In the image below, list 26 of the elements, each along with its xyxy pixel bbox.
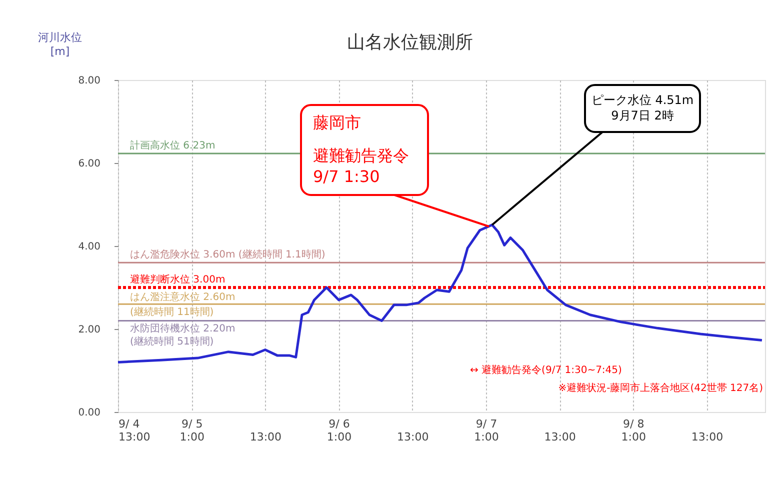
annotation: ※避難状況-藤岡市上落合地区(42世帯 127名)	[558, 382, 764, 394]
y-tick-label: 6.00	[78, 158, 100, 170]
x-tick-label: 9/ 4 13:00	[118, 418, 150, 444]
ref-line-label: 水防団待機水位 2.20m (継続時間 51時間)	[130, 322, 236, 348]
y-tick-label: 8.00	[78, 76, 100, 86]
ref-line-label: 計画高水位 6.23m	[130, 139, 216, 152]
ref-line-label: 避難判断水位 3.00m	[130, 274, 226, 286]
x-tick-label: 9/ 7 1:00	[474, 418, 499, 444]
annotation: 避難勧告発令 9/7 1:30	[313, 146, 409, 186]
y-tick-label: 0.00	[78, 408, 100, 418]
x-tick-label: 13:00	[544, 430, 576, 444]
y-tick-label: 4.00	[78, 242, 100, 252]
y-axis-title: 河川水位 [m]	[38, 31, 82, 58]
annotation: 藤岡市	[313, 113, 361, 132]
x-tick-label: 9/ 5 1:00	[180, 418, 204, 444]
x-tick-label: 9/ 8 1:00	[621, 418, 646, 444]
x-tick-label: 13:00	[691, 430, 724, 444]
x-tick-label: 13:00	[250, 430, 282, 444]
ref-line-label: はん濫注意水位 2.60m (継続時間 11時間)	[130, 291, 236, 318]
x-tick-label: 9/ 6 1:00	[326, 418, 352, 444]
y-tick-label: 2.00	[78, 324, 100, 336]
x-tick-label: 13:00	[397, 430, 429, 444]
annotation: ピーク水位 4.51m 9月7日 2時	[591, 93, 694, 123]
annotation: ↔ 避難勧告発令(9/7 1:30~7:45)	[470, 364, 622, 376]
chart-title: 山名水位観測所	[347, 32, 473, 53]
ref-line-label: はん濫危険水位 3.60m (継続時間 1.1時間)	[130, 248, 326, 261]
